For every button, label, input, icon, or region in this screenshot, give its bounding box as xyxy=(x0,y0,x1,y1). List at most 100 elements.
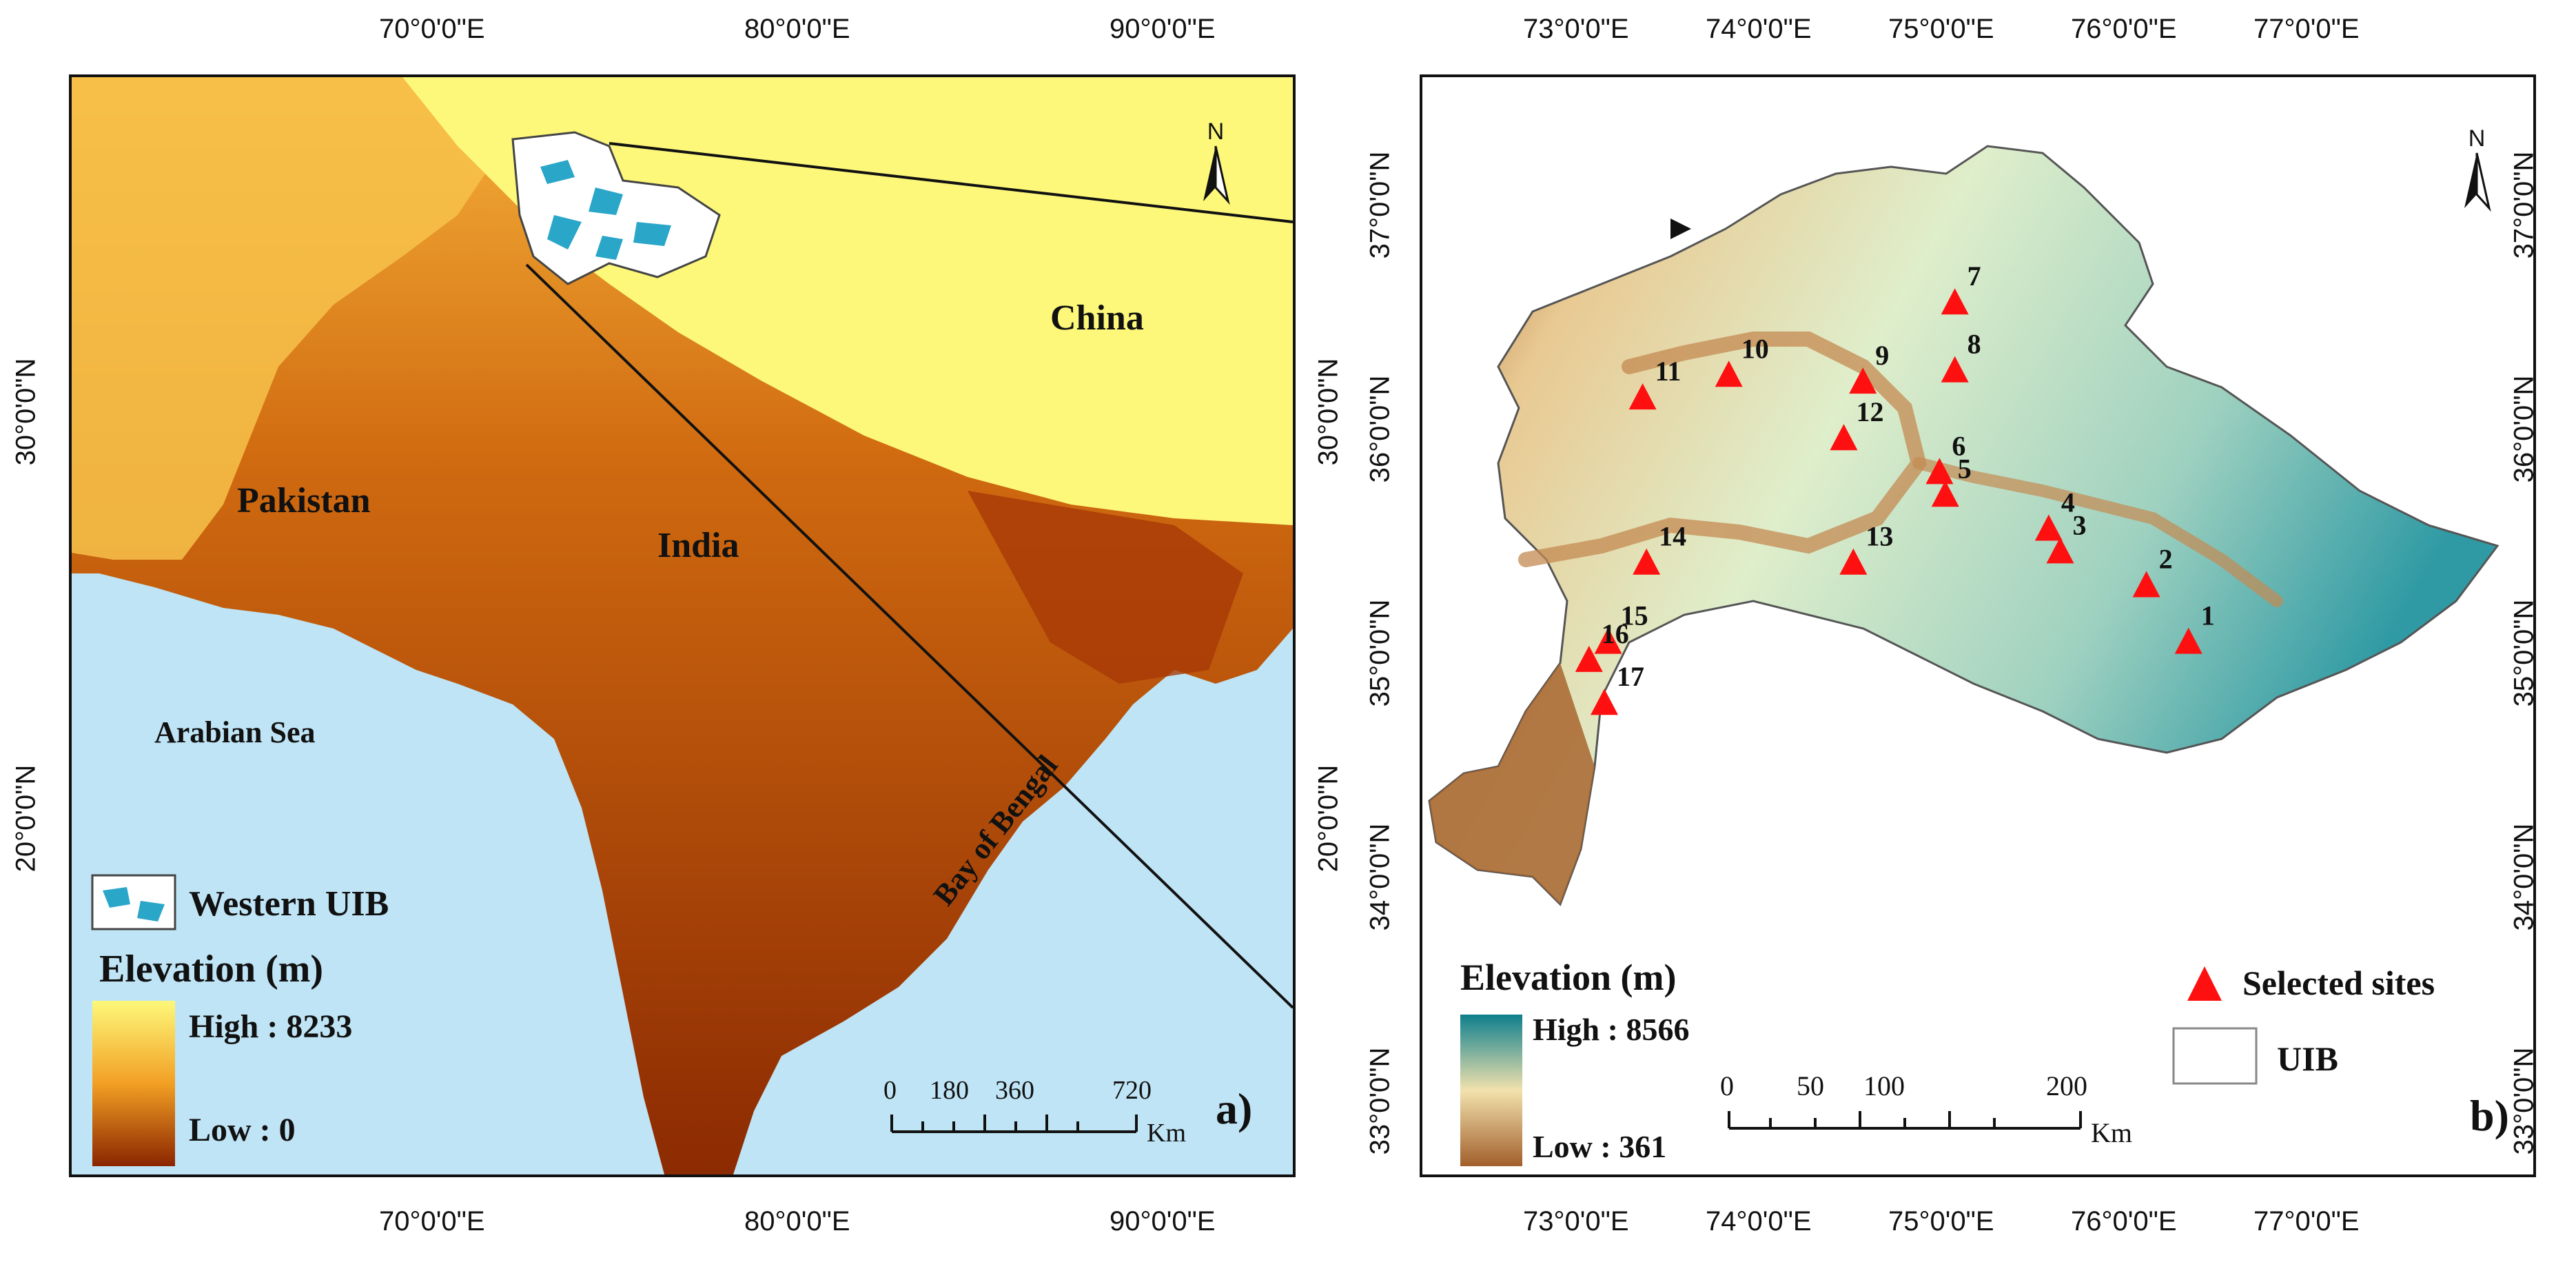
western-highlands xyxy=(72,77,485,560)
a-bottom-tick-70: 70°0'0"E xyxy=(379,1206,485,1236)
legend-uib-swatch-b xyxy=(2172,1027,2258,1085)
scale-bar-a xyxy=(890,1115,1138,1133)
b-top-tick-77: 77°0'0"E xyxy=(2253,14,2360,44)
site-label-8: 8 xyxy=(1967,329,1981,360)
scale-a-2: 360 xyxy=(995,1076,1034,1105)
site-label-17: 17 xyxy=(1617,661,1644,692)
b-bottom-tick-74: 74°0'0"E xyxy=(1706,1206,1812,1236)
site-marker-11 xyxy=(1628,383,1657,410)
arrow-line-bottom xyxy=(525,263,1293,1009)
site-label-7: 7 xyxy=(1967,261,1981,292)
a-bottom-tick-80: 80°0'0"E xyxy=(744,1206,850,1236)
scale-a-1: 180 xyxy=(930,1076,969,1105)
legend-a xyxy=(91,874,176,1166)
b-top-tick-74: 74°0'0"E xyxy=(1706,14,1812,44)
legend-sites-label: Selected sites xyxy=(2242,964,2435,1002)
scale-b-1: 50 xyxy=(1797,1070,1824,1101)
site-marker-3 xyxy=(2046,537,2074,564)
b-bottom-tick-75: 75°0'0"E xyxy=(1888,1206,1994,1236)
site-label-2: 2 xyxy=(2159,544,2173,575)
site-marker-9 xyxy=(1849,367,1877,394)
b-left-tick-36: 36°0'0"N xyxy=(1364,375,1396,483)
site-marker-8 xyxy=(1941,356,1969,383)
site-marker-7 xyxy=(1941,288,1969,315)
b-right-tick-36: 36°0'0"N xyxy=(2508,375,2539,483)
legend-elevation-ramp-b xyxy=(1460,1015,1522,1166)
a-bottom-tick-90: 90°0'0"E xyxy=(1110,1206,1216,1236)
label-arabian-sea: Arabian Sea xyxy=(154,715,316,749)
scale-b-unit: Km xyxy=(2091,1117,2132,1148)
label-china: China xyxy=(1050,298,1144,338)
uib-lowland xyxy=(1429,663,1595,904)
scale-bar-b xyxy=(1728,1111,2082,1130)
arrow-head-top xyxy=(1670,218,1691,239)
b-right-tick-34: 34°0'0"N xyxy=(2508,823,2539,931)
panel-b-map: N 1 2 3 4 5 6 7 8 9 10 11 12 13 14 15 16 17 Elevation (m… xyxy=(1420,74,2536,1177)
site-label-11: 11 xyxy=(1655,356,1681,387)
site-marker-1 xyxy=(2174,627,2202,654)
north-arrow-a: N xyxy=(1203,119,1230,205)
site-marker-2 xyxy=(2132,571,2160,598)
a-top-tick-70: 70°0'0"E xyxy=(379,14,485,44)
scale-a-0: 0 xyxy=(883,1076,897,1105)
scale-b-0: 0 xyxy=(1720,1070,1734,1101)
scale-b-3: 200 xyxy=(2046,1070,2087,1101)
legend-site-symbol xyxy=(2187,966,2222,1001)
legend-low-a: Low : 0 xyxy=(189,1112,296,1148)
b-top-tick-73: 73°0'0"E xyxy=(1523,14,1629,44)
site-marker-13 xyxy=(1839,548,1868,575)
b-left-tick-37: 37°0'0"N xyxy=(1364,151,1396,259)
site-marker-5 xyxy=(1931,480,1959,507)
north-label-a: N xyxy=(1207,119,1225,145)
b-top-tick-76: 76°0'0"E xyxy=(2071,14,2177,44)
site-marker-6 xyxy=(1925,458,1954,485)
legend-high-b: High : 8566 xyxy=(1533,1012,1690,1047)
a-top-tick-90: 90°0'0"E xyxy=(1110,14,1216,44)
site-marker-16 xyxy=(1575,645,1603,672)
legend-region-label: Western UIB xyxy=(189,884,389,924)
site-label-16: 16 xyxy=(1602,618,1629,649)
site-marker-14 xyxy=(1633,548,1661,575)
site-label-5: 5 xyxy=(1958,453,1972,484)
b-right-tick-37: 37°0'0"N xyxy=(2508,151,2539,259)
a-left-tick-20: 20°0'0"N xyxy=(10,764,41,873)
label-pakistan: Pakistan xyxy=(237,481,371,520)
legend-uib-swatch xyxy=(91,874,176,930)
site-label-1: 1 xyxy=(2201,600,2215,631)
a-right-tick-20: 20°0'0"N xyxy=(1313,764,1344,873)
ne-lowland xyxy=(968,491,1243,684)
site-label-12: 12 xyxy=(1856,396,1883,427)
legend-uib-label: UIB xyxy=(2277,1039,2338,1078)
site-label-3: 3 xyxy=(2073,509,2087,540)
legend-elevation-title-a: Elevation (m) xyxy=(99,948,324,990)
north-arrow-b: N xyxy=(2464,125,2491,212)
site-label-15: 15 xyxy=(1621,600,1648,631)
panel-letter-a: a) xyxy=(1216,1084,1253,1133)
panel-a-map: N China Pakistan India Arabian Sea Bay o… xyxy=(69,74,1296,1177)
legend-low-b: Low : 361 xyxy=(1533,1129,1667,1164)
b-bottom-tick-73: 73°0'0"E xyxy=(1523,1206,1629,1236)
site-label-4: 4 xyxy=(2061,487,2075,518)
site-marker-4 xyxy=(2034,514,2063,541)
b-right-tick-35: 35°0'0"N xyxy=(2508,599,2539,707)
scale-a-unit: Km xyxy=(1147,1119,1186,1148)
panel-letter-b: b) xyxy=(2470,1091,2509,1140)
site-label-9: 9 xyxy=(1875,340,1889,371)
panel-a-svg: N xyxy=(72,77,1293,1174)
glacier-patches xyxy=(540,160,671,260)
b-left-tick-35: 35°0'0"N xyxy=(1364,599,1396,707)
site-marker-15 xyxy=(1594,627,1622,654)
site-label-13: 13 xyxy=(1865,521,1893,552)
legend-high-a: High : 8233 xyxy=(189,1008,353,1045)
a-left-tick-30: 30°0'0"N xyxy=(10,358,41,466)
scale-b-2: 100 xyxy=(1863,1070,1905,1101)
b-top-tick-75: 75°0'0"E xyxy=(1888,14,1994,44)
site-marker-17 xyxy=(1591,689,1619,715)
b-left-tick-34: 34°0'0"N xyxy=(1364,823,1396,931)
north-label-b: N xyxy=(2468,125,2486,152)
a-top-tick-80: 80°0'0"E xyxy=(744,14,850,44)
b-left-tick-33: 33°0'0"N xyxy=(1364,1047,1396,1155)
b-right-tick-33: 33°0'0"N xyxy=(2508,1047,2539,1155)
